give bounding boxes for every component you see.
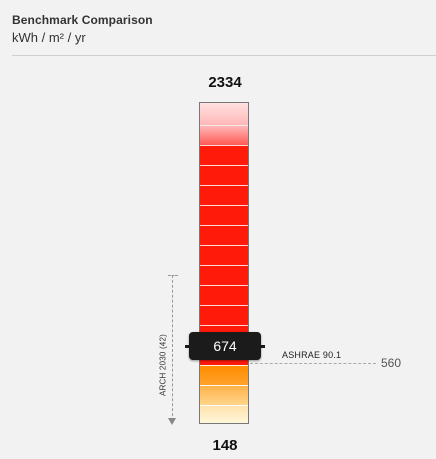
ashrae-label: ASHRAE 90.1 <box>282 350 342 360</box>
scale-max-label: 2334 <box>208 74 242 91</box>
ashrae-line <box>250 363 376 364</box>
bar-segment <box>200 103 248 125</box>
chart-units: kWh / m² / yr <box>12 30 86 45</box>
bar-segment <box>200 305 248 325</box>
bar-segment <box>200 205 248 225</box>
bar-segment <box>200 285 248 305</box>
benchmark-bar <box>199 102 249 424</box>
arch2030-line <box>172 275 173 421</box>
scale-min-label: 148 <box>212 437 238 454</box>
bar-segment <box>200 385 248 405</box>
bar-segment <box>200 405 248 423</box>
bar-segment <box>200 165 248 185</box>
bar-segment <box>200 365 248 385</box>
arch2030-arrow-icon <box>168 418 176 425</box>
bar-segment <box>200 125 248 145</box>
current-value-marker[interactable]: 674 <box>189 332 261 360</box>
bar-segment <box>200 185 248 205</box>
bar-segment <box>200 225 248 245</box>
marker-handle-left[interactable] <box>185 345 191 348</box>
arch2030-line-cap <box>168 275 178 276</box>
marker-handle-right[interactable] <box>259 345 265 348</box>
bar-segment <box>200 245 248 265</box>
arch2030-label: ARCH 2030 (42) <box>158 334 168 396</box>
ashrae-value: 560 <box>381 356 402 370</box>
bar-segment <box>200 145 248 165</box>
bar-segment <box>200 265 248 285</box>
chart-header: Benchmark Comparison kWh / m² / yr <box>12 13 153 45</box>
chart-title: Benchmark Comparison <box>12 13 153 27</box>
header-divider <box>12 55 436 56</box>
